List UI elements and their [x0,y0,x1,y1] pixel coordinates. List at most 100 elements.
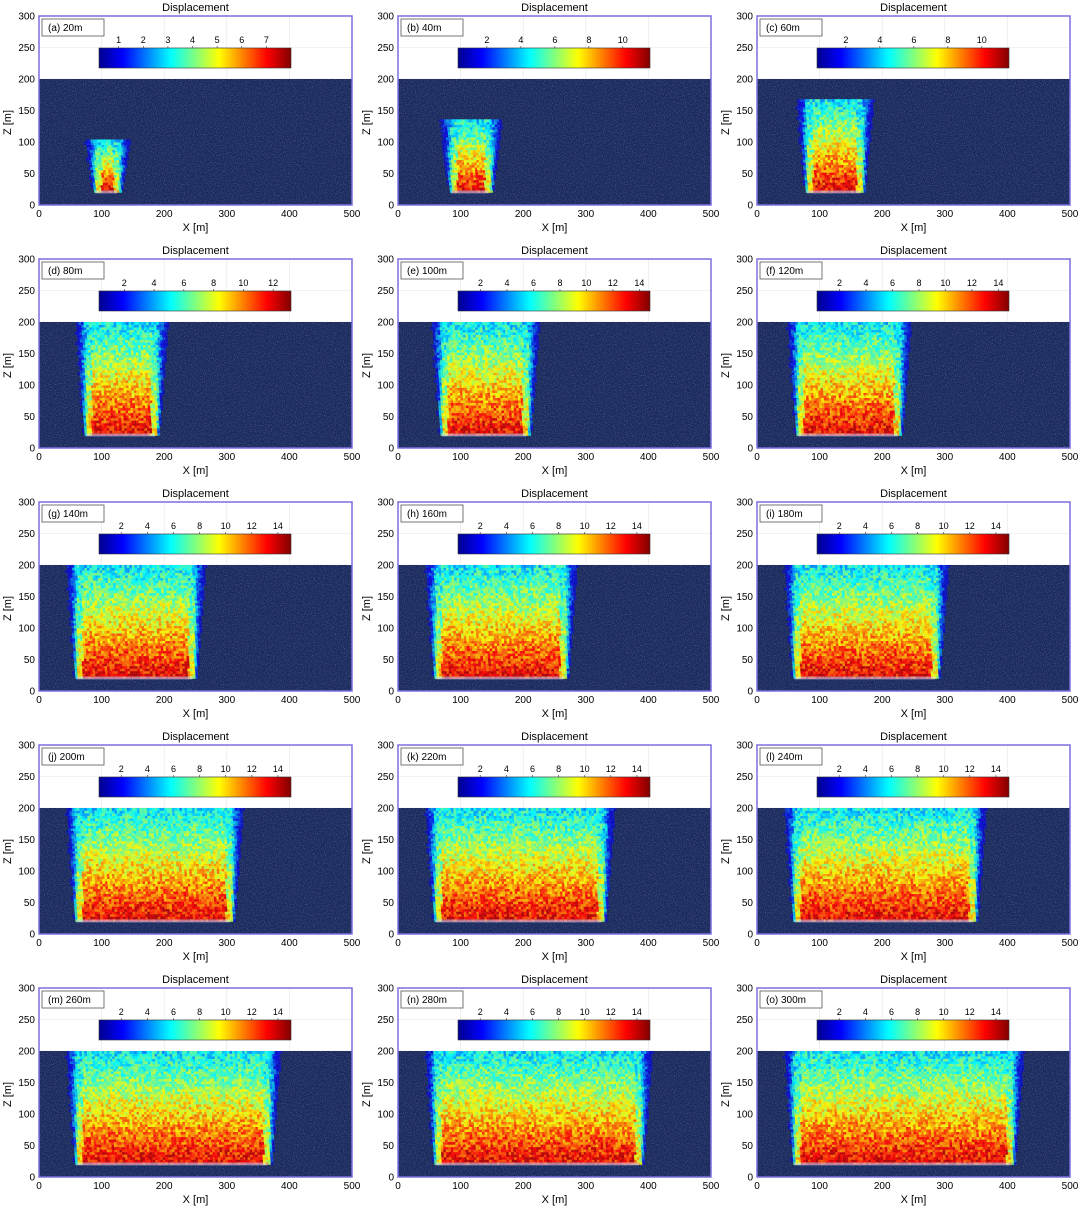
colorbar-tick-label: 14 [273,1007,283,1017]
y-tick-label: 150 [377,106,394,117]
y-tick-label: 300 [18,741,35,752]
panel-title: Displacement [162,2,229,14]
panel-title: Displacement [162,488,229,500]
colorbar-tick-label: 14 [632,521,642,531]
colorbar-tick-label: 10 [939,764,949,774]
x-tick-label: 500 [344,938,361,949]
panel-label: (c) 60m [766,23,800,34]
y-tick-label: 0 [747,930,753,941]
colorbar-tick-label: 2 [837,521,842,531]
colorbar-tick-label: 2 [478,764,483,774]
colorbar-tick-label: 14 [991,1007,1001,1017]
y-tick-label: 300 [377,498,394,509]
x-tick-label: 100 [811,452,828,463]
y-tick-label: 200 [736,804,753,815]
y-axis-label: Z [m] [2,596,14,621]
colorbar-tick-label: 8 [556,521,561,531]
colorbar-tick-label: 4 [518,35,523,45]
colorbar-tick-label: 12 [606,1007,616,1017]
colorbar-tick-label: 8 [916,278,921,288]
colorbar-tick-label: 12 [247,764,257,774]
y-tick-label: 150 [377,592,394,603]
x-tick-label: 400 [999,1181,1016,1192]
x-tick-label: 100 [811,695,828,706]
colorbar [458,291,650,311]
colorbar-tick-label: 12 [606,764,616,774]
panel-label: (k) 220m [407,752,446,763]
y-tick-label: 250 [736,529,753,540]
colorbar [458,534,650,554]
y-tick-label: 200 [736,318,753,329]
colorbar-tick-label: 2 [484,35,489,45]
x-tick-label: 500 [344,1181,361,1192]
x-tick-label: 500 [1062,209,1079,220]
colorbar-tick-label: 1 [116,35,121,45]
y-tick-label: 200 [377,75,394,86]
y-tick-label: 250 [18,772,35,783]
colorbar-tick-label: 6 [552,35,557,45]
colorbar-tick-label: 10 [977,35,987,45]
colorbar-tick-label: 6 [171,764,176,774]
y-tick-label: 200 [18,318,35,329]
x-axis-label: X [m] [542,1194,568,1206]
panel-label: (f) 120m [766,266,803,277]
colorbar-tick-label: 10 [580,1007,590,1017]
x-tick-label: 300 [577,938,594,949]
y-tick-label: 50 [742,169,754,180]
y-tick-label: 0 [29,687,35,698]
y-tick-label: 200 [736,561,753,572]
x-axis-label: X [m] [901,708,927,720]
y-tick-label: 50 [24,169,36,180]
y-tick-label: 300 [18,255,35,266]
y-tick-label: 300 [18,498,35,509]
colorbar-tick-label: 8 [556,764,561,774]
colorbar-tick-label: 4 [863,278,868,288]
y-tick-label: 0 [388,1173,394,1184]
x-tick-label: 200 [515,938,532,949]
x-tick-label: 0 [36,1181,42,1192]
x-tick-label: 400 [999,938,1016,949]
y-tick-label: 250 [736,286,753,297]
particle-texture [398,565,711,691]
panel-label: (a) 20m [48,23,82,34]
y-tick-label: 150 [18,349,35,360]
x-tick-label: 300 [218,1181,235,1192]
y-tick-label: 300 [18,12,35,23]
x-tick-label: 400 [281,695,298,706]
x-tick-label: 0 [36,938,42,949]
y-tick-label: 100 [377,1110,394,1121]
x-tick-label: 500 [703,938,720,949]
y-tick-label: 0 [388,444,394,455]
y-tick-label: 50 [24,1141,36,1152]
x-tick-label: 400 [640,209,657,220]
colorbar-tick-label: 4 [877,35,882,45]
colorbar-tick-label: 2 [119,521,124,531]
y-tick-label: 250 [18,529,35,540]
colorbar-tick-label: 4 [504,521,509,531]
colorbar-tick-label: 6 [531,278,536,288]
y-tick-label: 300 [377,12,394,23]
colorbar-tick-label: 6 [171,521,176,531]
x-axis-label: X [m] [542,222,568,234]
colorbar-tick-label: 8 [557,278,562,288]
x-tick-label: 200 [874,938,891,949]
panel-title: Displacement [521,731,588,743]
x-tick-label: 400 [999,452,1016,463]
y-axis-label: Z [m] [720,110,732,135]
y-tick-label: 50 [383,169,395,180]
y-tick-label: 150 [18,592,35,603]
x-tick-label: 500 [344,452,361,463]
colorbar-tick-label: 12 [965,764,975,774]
y-tick-label: 50 [742,655,754,666]
colorbar-tick-label: 10 [580,764,590,774]
colorbar-tick-label: 14 [632,764,642,774]
y-tick-label: 150 [736,349,753,360]
panel-label: (d) 80m [48,266,82,277]
x-tick-label: 100 [811,1181,828,1192]
y-axis-label: Z [m] [720,353,732,378]
colorbar-tick-label: 8 [197,1007,202,1017]
